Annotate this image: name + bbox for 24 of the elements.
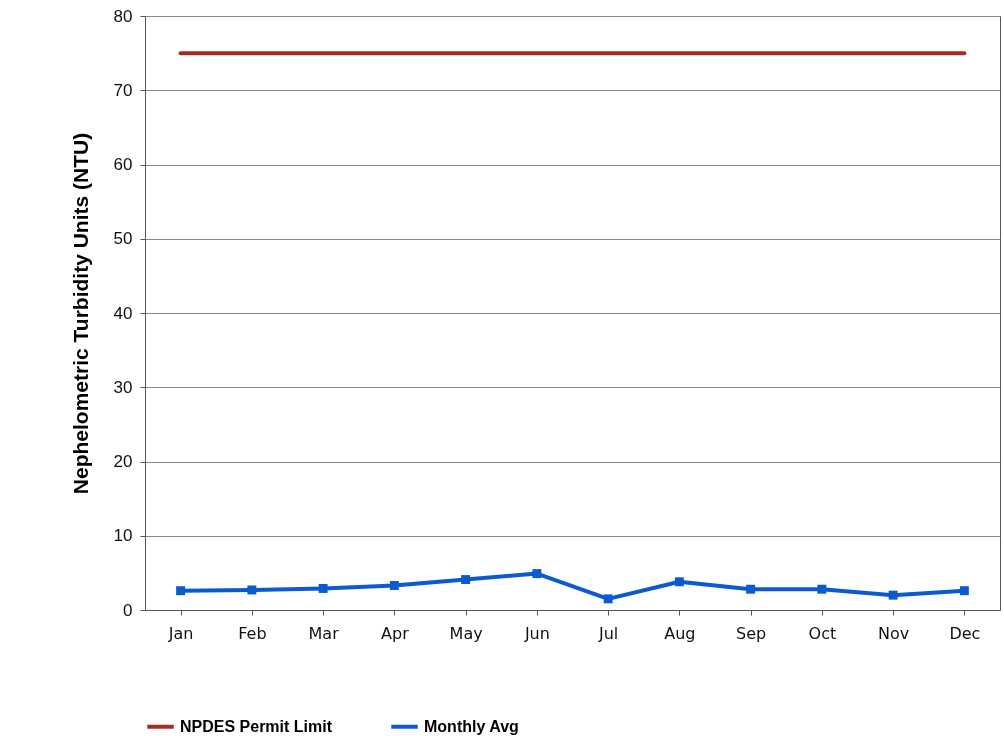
x-tick-label: Dec (949, 623, 981, 643)
y-tick-label: 40 (113, 303, 133, 323)
y-axis-title: Nephelometric Turbidity Units (NTU) (68, 132, 92, 495)
x-tick-label: Sep (736, 623, 767, 643)
x-tick-label: Apr (381, 623, 410, 643)
x-tick-label: Jul (597, 623, 619, 643)
x-tick-label: Nov (878, 623, 910, 643)
y-tick-label: 80 (113, 6, 133, 26)
y-tick-label: 60 (113, 155, 133, 174)
legend-label: NPDES Permit Limit (180, 717, 333, 735)
y-tick-label: 50 (113, 229, 133, 249)
y-tick-label: 10 (113, 526, 133, 546)
y-tick-label: 70 (113, 80, 133, 100)
y-tick-label: 30 (113, 377, 133, 397)
x-tick-label: Jun (523, 623, 550, 643)
x-tick-label: May (449, 623, 483, 643)
x-tick-label: Jan (167, 623, 194, 643)
x-tick-label: Aug (664, 623, 696, 643)
x-tick-label: Oct (808, 623, 837, 643)
y-tick-label: 0 (123, 600, 133, 620)
x-tick-label: Mar (308, 623, 340, 643)
y-tick-label: 20 (113, 452, 133, 471)
x-tick-label: Feb (238, 623, 267, 643)
legend-label: Monthly Avg (424, 717, 519, 735)
